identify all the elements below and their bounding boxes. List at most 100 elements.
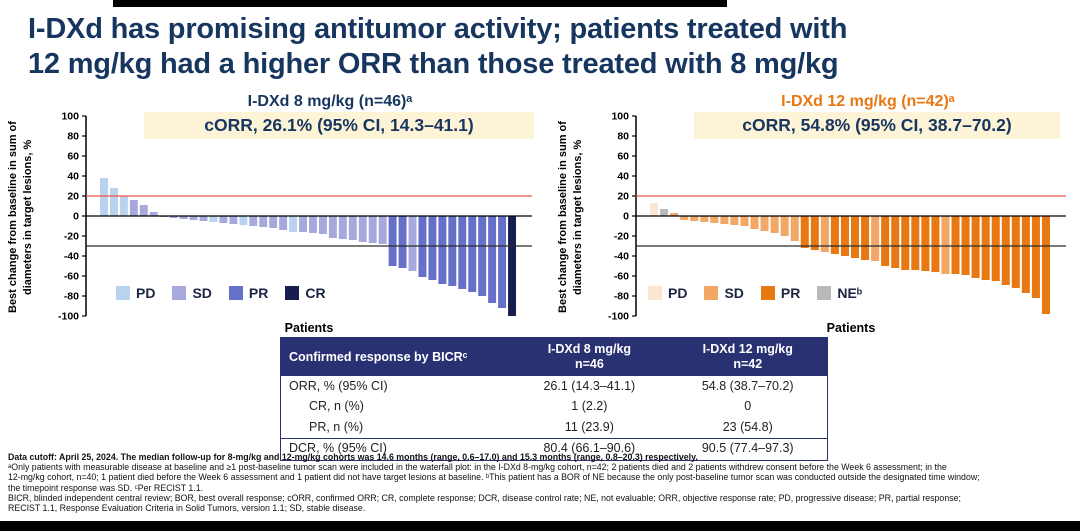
- waterfall-bar: [951, 216, 960, 274]
- waterfall-bar: [670, 213, 679, 216]
- corr-badge-8mgkg: cORR, 26.1% (95% CI, 14.3–41.1): [144, 112, 534, 139]
- waterfall-bar: [891, 216, 900, 268]
- waterfall-bar: [149, 212, 158, 216]
- waterfall-bar: [690, 216, 699, 221]
- footnote-line: 12-mg/kg cohort, n=40; 1 patient died be…: [8, 472, 980, 483]
- ne-swatch: [817, 286, 832, 300]
- y-tick-label: -20: [614, 231, 629, 243]
- slide-title: I-DXd has promising antitumor activity; …: [28, 13, 848, 81]
- waterfall-bar: [119, 196, 128, 216]
- row-value: 54.8 (38.7–70.2): [701, 378, 794, 393]
- y-tick-label: -80: [64, 291, 79, 303]
- y-tick-label: -100: [58, 311, 79, 323]
- y-tick-label: -100: [608, 311, 629, 323]
- waterfall-bar: [209, 216, 218, 222]
- waterfall-bar: [229, 216, 238, 224]
- footnote-line: Data cutoff: April 25, 2024. The median …: [8, 452, 698, 462]
- chart-panel-8mgkg: I-DXd 8 mg/kg (n=46)ᵃ Best change from b…: [6, 93, 554, 335]
- waterfall-bar: [488, 216, 497, 303]
- waterfall-bar: [169, 216, 178, 218]
- waterfall-bar: [971, 216, 980, 278]
- legend-item-cr: CR: [285, 285, 326, 301]
- legend-item-pr: PR: [228, 285, 268, 301]
- chart-title-8mgkg: I-DXd 8 mg/kg (n=46)ᵃ: [247, 93, 413, 110]
- waterfall-bar: [871, 216, 880, 261]
- waterfall-bar: [810, 216, 819, 250]
- waterfall-bar: [901, 216, 910, 270]
- footnote-line: ᵃOnly patients with measurable disease a…: [8, 462, 947, 473]
- legend-label: SD: [724, 285, 744, 301]
- waterfall-bar: [861, 216, 870, 260]
- waterfall-bar: [790, 216, 799, 241]
- waterfall-bar: [730, 216, 739, 225]
- legend-label: NEᵇ: [837, 285, 863, 301]
- waterfall-bar: [259, 216, 268, 227]
- waterfall-bar: [448, 216, 457, 286]
- pd-swatch: [116, 286, 130, 300]
- row-value: 90.5 (77.4–97.3): [668, 437, 828, 460]
- waterfall-bar: [279, 216, 288, 230]
- waterfall-bar: [458, 216, 467, 289]
- y-tick-label: 100: [61, 111, 79, 123]
- table-row: DCR, % (95% CI) 80.4 (66.1–90.6) 90.5 (77.…: [280, 437, 828, 460]
- chart-title-12mgkg: I-DXd 12 mg/kg (n=42)ᵃ: [781, 93, 955, 110]
- response-table: Confirmed response by BICRᶜ I-DXd 8 mg/kg…: [280, 337, 828, 461]
- y-tick-label: 80: [617, 131, 629, 143]
- y-tick-label: 60: [67, 151, 79, 163]
- row-label: CR, n (%): [309, 399, 364, 414]
- y-tick-label: 60: [617, 151, 629, 163]
- waterfall-bar: [239, 216, 248, 225]
- waterfall-bar: [1011, 216, 1020, 288]
- waterfall-bar: [780, 216, 789, 236]
- row-label: ORR, % (95% CI): [289, 378, 388, 393]
- waterfall-bar: [680, 216, 689, 220]
- x-axis-label-patients: Patients: [284, 321, 334, 335]
- y-tick-label: 20: [617, 191, 629, 203]
- chart-body-12mgkg: Best change from baseline in sum of diam…: [556, 110, 1068, 324]
- pr-swatch: [228, 286, 243, 300]
- footnote-line: RECIST 1.1, Response Evaluation Criteria…: [8, 503, 366, 514]
- chart-body-8mgkg: Best change from baseline in sum of diam…: [6, 110, 534, 324]
- waterfall-bar: [660, 209, 669, 216]
- y-axis-label: Best change from baseline in sum of diam…: [7, 121, 34, 313]
- footnotes: Data cutoff: April 25, 2024. The median …: [8, 452, 1076, 513]
- waterfall-bar: [299, 216, 308, 232]
- waterfall-bar: [941, 216, 950, 274]
- y-tick-label: -60: [64, 271, 79, 283]
- waterfall-bar: [720, 216, 729, 224]
- waterfall-bar: [981, 216, 990, 280]
- bottom-video-bar: [0, 521, 1080, 531]
- waterfall-bar: [358, 216, 367, 242]
- waterfall-bar: [109, 188, 118, 216]
- waterfall-bar: [388, 216, 397, 266]
- response-table-wrap: Confirmed response by BICRᶜ I-DXd 8 mg/kg…: [280, 337, 828, 461]
- waterfall-bar: [219, 216, 228, 223]
- sd-swatch: [704, 286, 719, 300]
- table-row: PR, n (%) 11 (23.9) 23 (54.8): [281, 417, 828, 438]
- waterfall-bar: [1021, 216, 1030, 293]
- legend-item-pr: PR: [760, 285, 800, 301]
- table-col-header-2: I-DXd 12 mg/kg n=42: [668, 337, 828, 376]
- top-video-bar: [113, 0, 727, 7]
- waterfall-bar: [820, 216, 829, 252]
- waterfall-bar: [710, 216, 719, 223]
- waterfall-bar: [199, 216, 208, 221]
- waterfall-bar: [269, 216, 278, 228]
- waterfall-bar: [139, 205, 148, 216]
- table-row: ORR, % (95% CI) 26.1 (14.3–41.1) 54.8 (38.…: [281, 376, 828, 397]
- y-tick-label: -40: [64, 251, 79, 263]
- y-tick-label: 100: [611, 111, 629, 123]
- waterfall-bar: [508, 216, 517, 316]
- row-value: 26.1 (14.3–41.1): [543, 378, 636, 393]
- row-value: 1 (2.2): [571, 399, 608, 414]
- waterfall-bar: [438, 216, 447, 284]
- waterfall-bar: [100, 178, 108, 216]
- waterfall-bar: [750, 216, 759, 229]
- pd-swatch: [648, 286, 662, 300]
- waterfall-bar: [338, 216, 347, 239]
- waterfall-bar: [921, 216, 930, 271]
- y-tick-label: 0: [73, 211, 79, 223]
- waterfall-bar: [468, 216, 477, 292]
- row-label: DCR, % (95% CI): [280, 437, 511, 460]
- pr-swatch: [760, 286, 775, 300]
